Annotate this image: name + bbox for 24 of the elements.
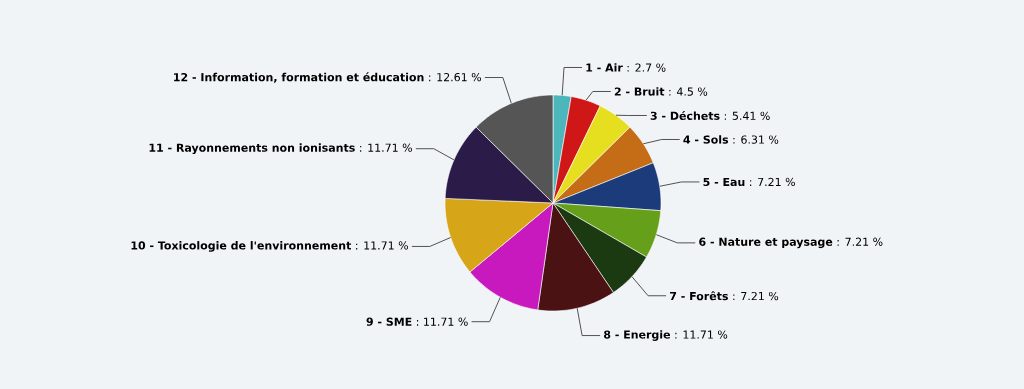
data-label: : 11.71 %	[417, 317, 468, 326]
data-label: : 4.5 %	[669, 87, 708, 96]
data-label: : 7.21 %	[750, 177, 795, 187]
slice-label: 10 - Toxicologie de l'environnement	[131, 241, 352, 252]
slice-label: 11 - Rayonnements non ionisants	[149, 143, 355, 155]
slice-label: 3 - Déchets	[650, 111, 720, 120]
slice-label: 2 - Bruit	[614, 87, 665, 96]
data-label: : 7.21 %	[733, 291, 779, 301]
slice-label: 6 - Nature et paysage	[699, 237, 833, 249]
data-label: : 11.71 %	[675, 330, 728, 339]
data-label: : 5.41 %	[724, 111, 770, 120]
slice-label: 9 - SME	[366, 317, 412, 326]
slice-label: 1 - Air	[586, 63, 623, 72]
slice-label: 8 - Energie	[604, 330, 671, 341]
data-label: : 11.71 %	[360, 143, 412, 152]
data-label: : 12.61 %	[429, 72, 482, 82]
slice-label: 12 - Information, formation et éducation	[174, 72, 424, 83]
slice-label: 7 - Forêts	[670, 291, 728, 301]
data-label: : 2.7 %	[627, 63, 666, 72]
data-label: : 7.21 %	[837, 237, 883, 246]
data-label: : 6.31 %	[733, 135, 779, 144]
data-label: : 11.71 %	[356, 241, 408, 250]
slice-label: 5 - Eau	[703, 177, 745, 187]
slice-label: 4 - Sols	[683, 135, 729, 144]
